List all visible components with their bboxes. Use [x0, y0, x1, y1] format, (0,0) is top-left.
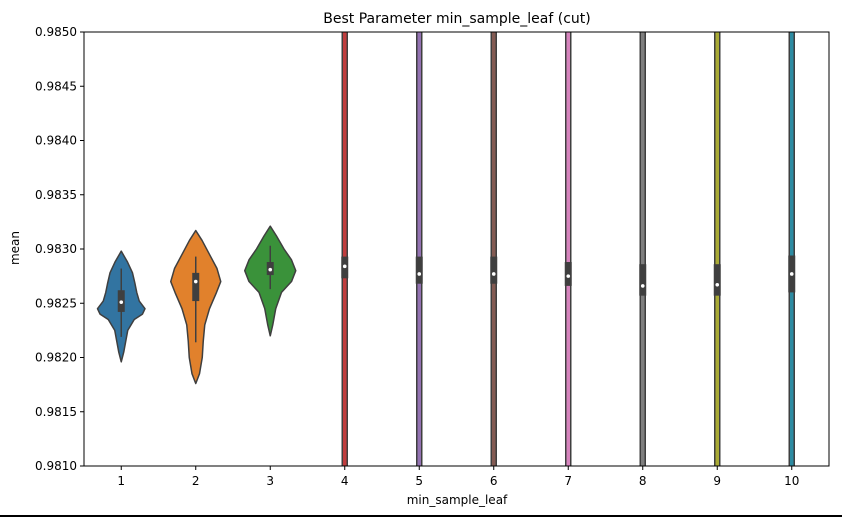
- bottom-rule: [0, 515, 842, 517]
- violin-box-5: [415, 256, 423, 284]
- violin-9: [713, 32, 721, 466]
- y-axis-label: mean: [8, 231, 22, 265]
- x-tick-label: 4: [341, 474, 349, 488]
- x-tick-label: 7: [564, 474, 572, 488]
- violin-median-3: [268, 267, 273, 272]
- x-tick-label: 3: [266, 474, 274, 488]
- violin-box-7: [564, 262, 572, 286]
- violin-body-8: [639, 32, 646, 466]
- violin-median-5: [417, 272, 422, 276]
- plot-area: [96, 32, 796, 466]
- y-tick-label: 0.9835: [35, 188, 77, 202]
- y-tick-label: 0.9820: [35, 351, 77, 365]
- x-axis: 1 2 3 4 5 6 7 8 9 10: [117, 466, 799, 488]
- x-tick-label: 2: [192, 474, 200, 488]
- x-tick-label: 9: [713, 474, 721, 488]
- x-tick-label: 10: [784, 474, 799, 488]
- violin-box-2: [192, 272, 200, 302]
- violin-7: [564, 32, 572, 466]
- y-tick-label: 0.9840: [35, 134, 77, 148]
- violin-6: [490, 32, 498, 466]
- chart-title: Best Parameter min_sample_leaf (cut): [323, 11, 590, 27]
- x-tick-label: 8: [639, 474, 647, 488]
- violin-3: [244, 225, 297, 337]
- violin-1: [96, 250, 146, 363]
- violin-box-6: [490, 256, 498, 284]
- y-tick-label: 0.9850: [35, 25, 77, 39]
- y-tick-label: 0.9830: [35, 242, 77, 256]
- violin-median-6: [491, 272, 496, 276]
- violin-4: [341, 32, 349, 466]
- violin-body-6: [490, 32, 497, 466]
- violin-median-2: [193, 279, 198, 284]
- violin-body-5: [416, 32, 423, 466]
- violin-median-4: [342, 264, 347, 269]
- violin-median-8: [640, 284, 645, 288]
- violin-body-7: [565, 32, 572, 466]
- y-axis: 0.9810 0.9815 0.9820 0.9825 0.9830 0.9835 0.98…: [35, 25, 84, 473]
- violin-body-4: [341, 32, 348, 466]
- x-axis-label: min_sample_leaf: [407, 493, 508, 507]
- x-tick-label: 1: [117, 474, 125, 488]
- violin-body-9: [714, 32, 721, 466]
- violin-10: [788, 32, 796, 466]
- y-tick-label: 0.9825: [35, 296, 77, 310]
- violin-median-7: [566, 274, 571, 278]
- violin-8: [639, 32, 647, 466]
- violin-body-10: [788, 32, 795, 466]
- x-tick-label: 6: [490, 474, 498, 488]
- violin-5: [415, 32, 423, 466]
- violin-median-9: [715, 283, 720, 287]
- violin-box-9: [713, 264, 721, 296]
- y-tick-label: 0.9845: [35, 79, 77, 93]
- violin-box-8: [639, 264, 647, 296]
- y-tick-label: 0.9810: [35, 459, 77, 473]
- violin-median-10: [789, 272, 794, 276]
- violin-median-1: [119, 300, 124, 304]
- y-tick-label: 0.9815: [35, 405, 77, 419]
- violin-2: [170, 229, 222, 385]
- x-tick-label: 5: [415, 474, 423, 488]
